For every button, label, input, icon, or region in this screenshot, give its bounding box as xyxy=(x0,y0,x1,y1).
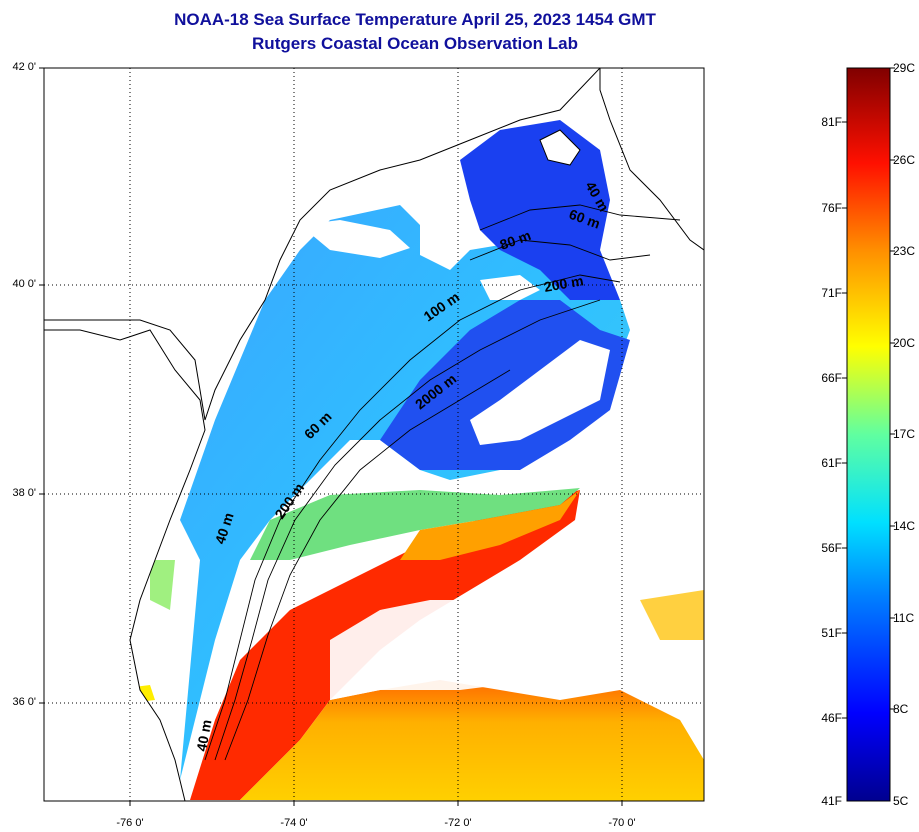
isobath-contours xyxy=(204,204,681,761)
map-subtitle: Rutgers Coastal Ocean Observation Lab xyxy=(252,34,578,53)
axis-ticks xyxy=(39,67,623,806)
colorbar-c-label: 26C xyxy=(893,153,916,167)
lon-label: -70 0' xyxy=(608,817,636,829)
colorbar-f-label: 41F xyxy=(821,794,842,808)
sst-imagery xyxy=(110,120,704,801)
colorbar-f-label: 46F xyxy=(821,711,842,725)
colorbar-f-label: 61F xyxy=(821,456,842,470)
colorbar-c-label: 11C xyxy=(893,611,915,625)
colorbar-f-label: 71F xyxy=(821,286,842,300)
map-title: NOAA-18 Sea Surface Temperature April 25… xyxy=(174,10,656,29)
colorbar-c-label: 20C xyxy=(893,336,916,350)
colorbar-c-label: 29C xyxy=(893,61,916,75)
colorbar-f-label: 81F xyxy=(821,115,842,129)
colorbar-f-label: 56F xyxy=(821,541,842,555)
lat-label: 36 0' xyxy=(12,696,36,708)
lat-label: 42 0' xyxy=(12,61,36,73)
colorbar-f-label: 51F xyxy=(821,626,842,640)
lat-label: 40 0' xyxy=(12,278,36,290)
colorbar-f-label: 76F xyxy=(821,201,842,215)
map-frame xyxy=(43,67,705,802)
isobath-label: 200 m xyxy=(543,272,585,295)
land-coastline xyxy=(44,68,704,801)
colorbar-ticks xyxy=(842,67,895,719)
isobath-label: 40 m xyxy=(193,718,214,752)
lon-label: -76 0' xyxy=(116,817,144,829)
lon-label: -72 0' xyxy=(444,817,472,829)
lon-label: -74 0' xyxy=(280,817,308,829)
colorbar-c-label: 14C xyxy=(893,519,916,533)
colorbar-c-label: 8C xyxy=(893,702,909,716)
colorbar-c-label: 5C xyxy=(893,794,909,808)
lat-label: 38 0' xyxy=(12,487,36,499)
colorbar-c-label: 23C xyxy=(893,244,916,258)
colorbar-f-label: 66F xyxy=(821,371,842,385)
colorbar-c-label: 17C xyxy=(893,427,916,441)
colorbar xyxy=(846,67,891,802)
